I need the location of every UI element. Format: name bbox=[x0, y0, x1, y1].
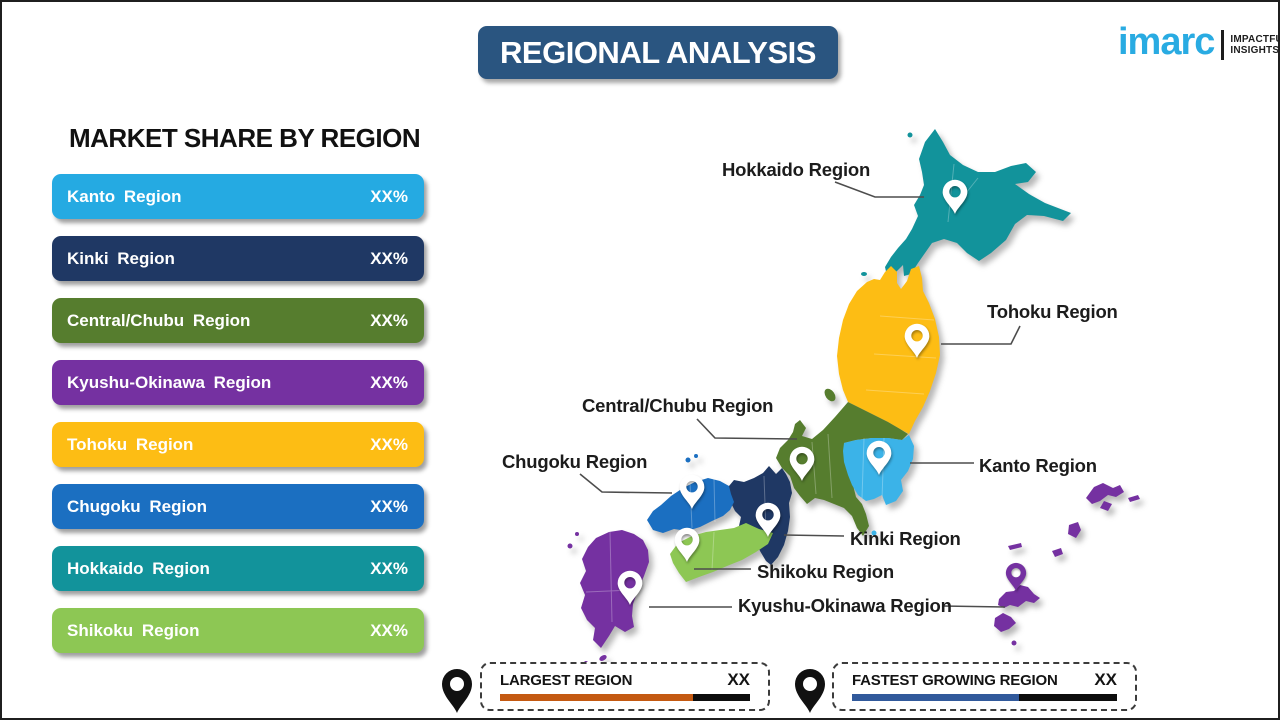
leader-line-kinki bbox=[783, 534, 845, 537]
fastest-growing-label: FASTEST GROWING REGION bbox=[852, 672, 1058, 689]
bar-label: Tohoku Region bbox=[67, 434, 194, 454]
bar-value: XX% bbox=[370, 558, 408, 578]
leader-line-central-chubu bbox=[696, 418, 798, 440]
map-pin-chugoku bbox=[679, 474, 705, 509]
map-label-hokkaido: Hokkaido Region bbox=[722, 159, 870, 180]
map-pin-okinawa bbox=[1005, 562, 1027, 591]
market-share-bar-hokkaido: Hokkaido Region XX% bbox=[52, 546, 424, 591]
imarc-logo: imarc IMPACTFUL INSIGHTS bbox=[1118, 21, 1280, 63]
largest-region-box: LARGEST REGION XX bbox=[480, 662, 770, 711]
map-pin-kanto bbox=[866, 440, 892, 475]
map-label-chugoku: Chugoku Region bbox=[502, 451, 647, 472]
largest-region-label: LARGEST REGION bbox=[500, 672, 633, 689]
fastest-growing-box: FASTEST GROWING REGION XX bbox=[832, 662, 1137, 711]
title-banner: REGIONAL ANALYSIS bbox=[478, 26, 838, 79]
market-share-bar-tohoku: Tohoku Region XX% bbox=[52, 422, 424, 467]
map-islet-oki-2 bbox=[694, 454, 698, 458]
market-share-bar-kyushu-okinawa: Kyushu-Okinawa Region XX% bbox=[52, 360, 424, 405]
fastest-growing-bar-fill bbox=[852, 694, 1019, 701]
fastest-growing-pin-icon bbox=[795, 669, 825, 713]
fastest-growing-bar-rest bbox=[1018, 694, 1117, 701]
map-islet-iki bbox=[575, 532, 579, 536]
market-share-bar-kinki: Kinki Region XX% bbox=[52, 236, 424, 281]
bar-label: Shikoku Region bbox=[67, 620, 200, 640]
market-share-bar-kanto: Kanto Region XX% bbox=[52, 174, 424, 219]
fastest-growing-bar bbox=[852, 694, 1117, 701]
bar-value: XX% bbox=[370, 620, 408, 640]
map-islet-tsushima bbox=[567, 543, 573, 549]
market-share-bar-shikoku: Shikoku Region XX% bbox=[52, 608, 424, 653]
bar-label: Kinki Region bbox=[67, 248, 175, 268]
bar-label: Chugoku Region bbox=[67, 496, 207, 516]
map-region-central-chubu bbox=[776, 402, 908, 536]
market-share-bar-central-chubu: Central/Chubu Region XX% bbox=[52, 298, 424, 343]
market-share-list: Kanto Region XX% Kinki Region XX% Centra… bbox=[52, 174, 424, 670]
map-label-kanto: Kanto Region bbox=[979, 455, 1097, 476]
largest-region-bar-fill bbox=[500, 694, 693, 701]
logo-tagline: IMPACTFUL INSIGHTS bbox=[1230, 34, 1280, 56]
bar-value: XX% bbox=[370, 186, 408, 206]
bar-value: XX% bbox=[370, 434, 408, 454]
logo-divider bbox=[1221, 30, 1225, 60]
map-label-central-chubu: Central/Chubu Region bbox=[582, 395, 773, 416]
map-region-okinawa-chain bbox=[994, 483, 1140, 646]
largest-region-pin-icon bbox=[442, 669, 472, 713]
map-islet-okushiri bbox=[861, 272, 867, 276]
largest-region-bar bbox=[500, 694, 750, 701]
logo-brand-text: imarc bbox=[1118, 21, 1215, 63]
map-islet-izu-oshima bbox=[871, 530, 877, 536]
map-islet-kyushu-south bbox=[599, 655, 607, 661]
map-pin-kinki bbox=[755, 502, 781, 537]
map-pin-central-chubu bbox=[789, 446, 815, 481]
market-share-bar-chugoku: Chugoku Region XX% bbox=[52, 484, 424, 529]
bar-value: XX% bbox=[370, 248, 408, 268]
map-label-shikoku: Shikoku Region bbox=[757, 561, 894, 582]
logo-tagline-line2: INSIGHTS bbox=[1230, 45, 1280, 56]
largest-region-bar-rest bbox=[692, 694, 750, 701]
map-region-hokkaido bbox=[885, 129, 1071, 276]
leader-line-hokkaido bbox=[834, 181, 924, 198]
map-label-kinki: Kinki Region bbox=[850, 528, 961, 549]
market-share-heading: MARKET SHARE BY REGION bbox=[69, 123, 421, 153]
japan-map: Hokkaido Region Tohoku Region Central/Ch… bbox=[502, 129, 1140, 665]
leader-line-tohoku bbox=[941, 325, 1021, 345]
bar-value: XX% bbox=[370, 372, 408, 392]
bar-label: Hokkaido Region bbox=[67, 558, 210, 578]
map-islet-oki-1 bbox=[685, 457, 691, 463]
map-pin-kyushu bbox=[617, 570, 643, 605]
leader-line-kyushu-right bbox=[941, 605, 1006, 608]
largest-region-value: XX bbox=[727, 670, 750, 689]
bar-label: Central/Chubu Region bbox=[67, 310, 251, 330]
leader-line-chugoku bbox=[579, 473, 673, 494]
map-label-kyushu-okinawa: Kyushu-Okinawa Region bbox=[738, 595, 952, 616]
map-pin-tohoku bbox=[904, 323, 930, 358]
bar-label: Kanto Region bbox=[67, 186, 182, 206]
bar-value: XX% bbox=[370, 310, 408, 330]
map-pin-shikoku bbox=[674, 527, 700, 562]
map-label-tohoku: Tohoku Region bbox=[987, 301, 1118, 322]
page-title: REGIONAL ANALYSIS bbox=[500, 34, 816, 70]
bar-value: XX% bbox=[370, 496, 408, 516]
map-region-tohoku bbox=[837, 266, 940, 434]
logo-tagline-line1: IMPACTFUL bbox=[1230, 34, 1278, 45]
map-pin-hokkaido bbox=[942, 179, 968, 214]
map-islet-rishiri bbox=[907, 132, 913, 138]
bar-label: Kyushu-Okinawa Region bbox=[67, 372, 272, 392]
fastest-growing-value: XX bbox=[1094, 670, 1117, 689]
map-region-kyushu bbox=[580, 530, 649, 648]
map-islet-sado bbox=[824, 388, 836, 402]
